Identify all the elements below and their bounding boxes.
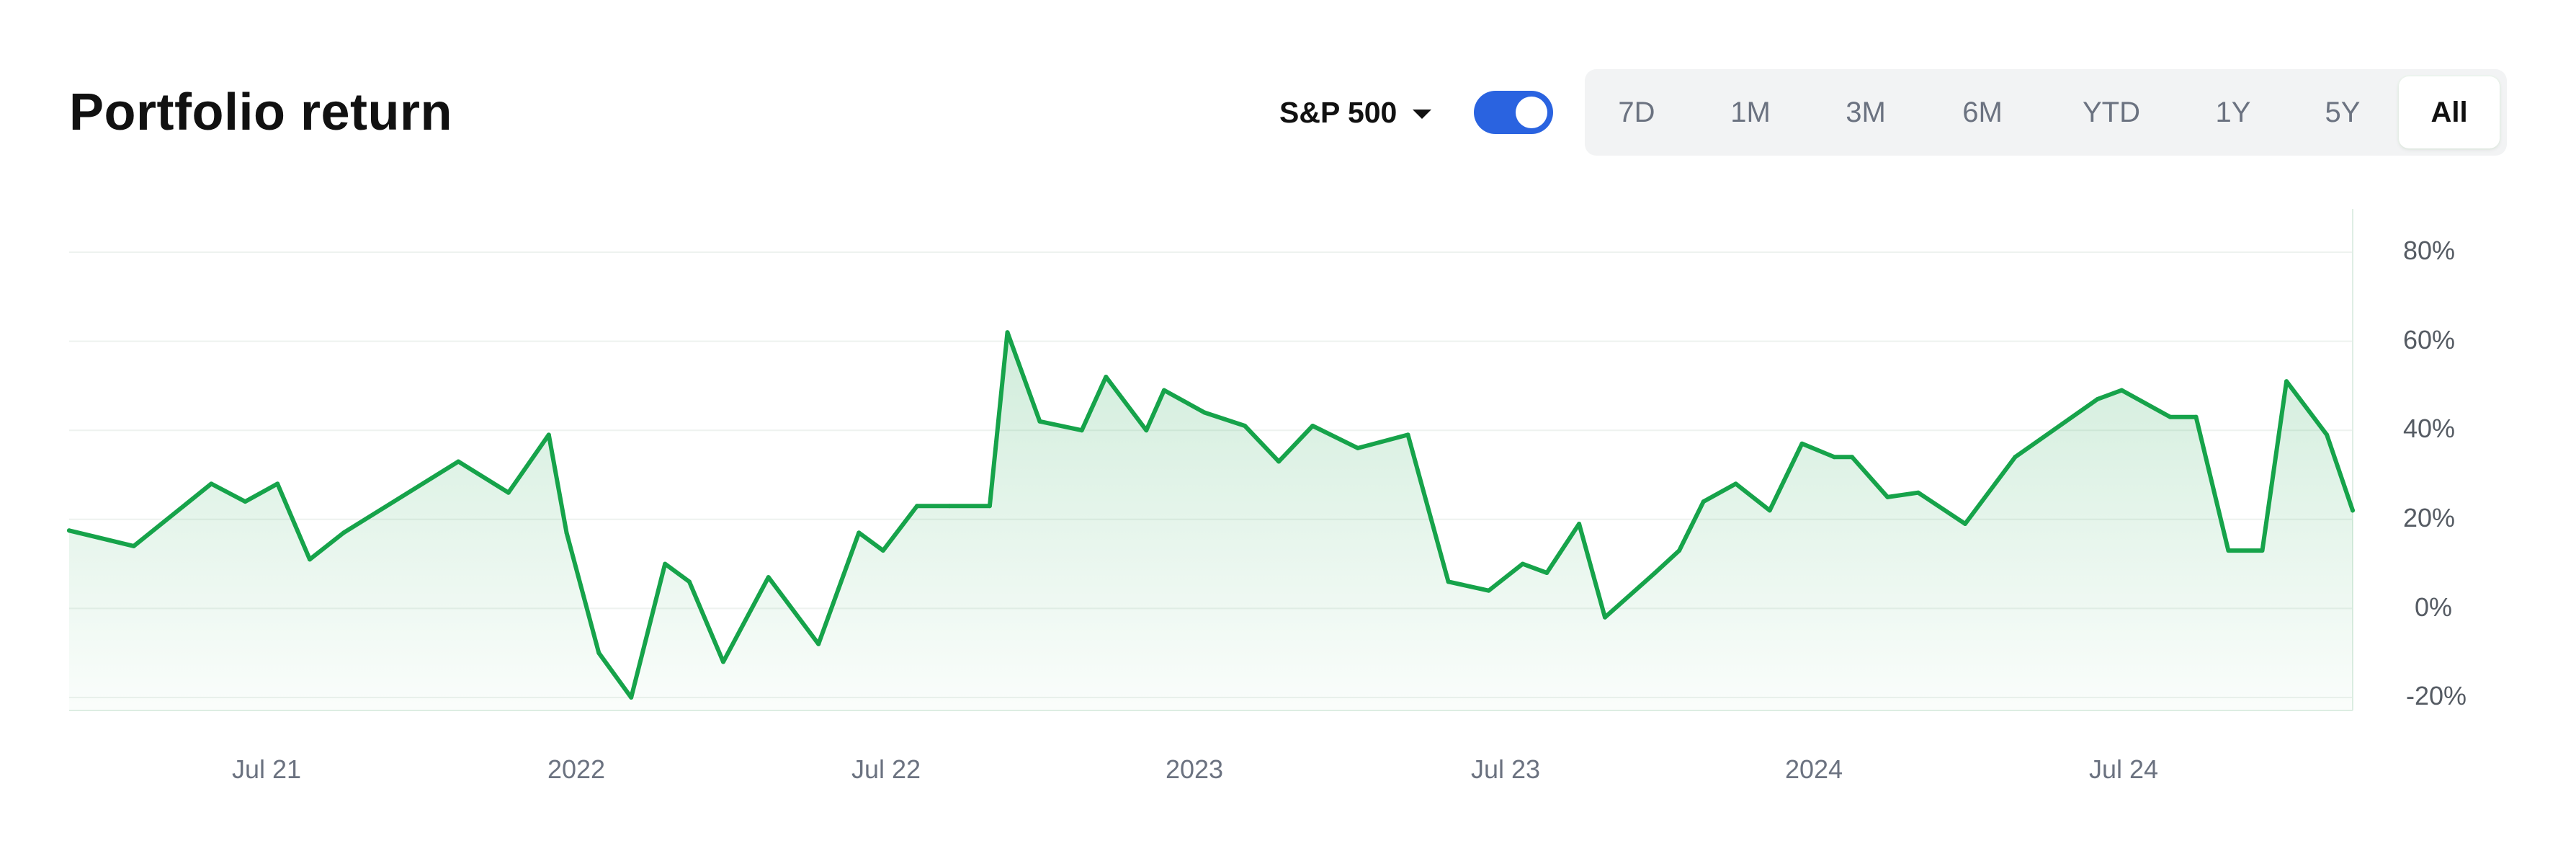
benchmark-toggle[interactable]: [1474, 91, 1553, 134]
data-point: [1733, 481, 1738, 486]
data-point: [2260, 548, 2265, 553]
data-point: [546, 432, 551, 437]
data-point: [275, 481, 280, 486]
data-point: [720, 659, 725, 664]
y-tick-label: 60%: [2403, 325, 2456, 355]
caret-down-icon: [1413, 109, 1432, 119]
data-point: [914, 504, 919, 509]
data-point: [506, 490, 511, 495]
data-point: [663, 561, 668, 566]
data-point: [1850, 455, 1855, 460]
data-point: [243, 499, 248, 504]
data-point: [1243, 424, 1248, 429]
data-point: [947, 504, 952, 509]
x-tick-label: 2023: [1165, 754, 1224, 784]
data-point: [67, 528, 71, 533]
data-point: [2325, 432, 2330, 437]
data-point: [1079, 428, 1084, 433]
data-point: [1486, 588, 1491, 593]
data-point: [1144, 428, 1149, 433]
data-point: [1653, 570, 1658, 575]
data-point: [1544, 570, 1549, 575]
data-point: [880, 548, 885, 553]
data-point: [1915, 490, 1920, 495]
range-5y[interactable]: 5Y: [2325, 97, 2361, 128]
data-point: [1701, 499, 1706, 504]
page-title: Portfolio return: [69, 84, 452, 141]
data-point: [1603, 615, 1608, 620]
data-point: [1202, 410, 1207, 415]
data-point: [1520, 561, 1525, 566]
data-point: [2351, 508, 2355, 513]
data-point: [308, 557, 313, 562]
data-point: [2119, 388, 2124, 393]
data-point: [1104, 375, 1109, 380]
y-tick-label: 0%: [2415, 592, 2453, 622]
data-point: [2095, 396, 2100, 401]
data-point: [1276, 459, 1282, 464]
time-range-selector: 7D 1M 3M 6M YTD 1Y 5Y All: [1585, 69, 2507, 156]
y-tick-label: 80%: [2403, 236, 2456, 265]
y-tick-label: 20%: [2403, 503, 2456, 532]
data-point: [2284, 379, 2289, 384]
data-point: [2013, 455, 2018, 460]
range-1m[interactable]: 1M: [1730, 97, 1771, 128]
data-point: [987, 504, 992, 509]
data-point: [1005, 330, 1010, 335]
return-line: [67, 330, 2355, 700]
data-point: [857, 530, 862, 535]
x-tick-label: Jul 24: [2088, 754, 2159, 784]
data-point: [1577, 521, 1582, 526]
data-points: [67, 330, 2355, 700]
data-point: [596, 651, 601, 656]
x-tick-label: 2024: [1784, 754, 1843, 784]
x-tick-label: Jul 23: [1470, 754, 1541, 784]
y-tick-label: -20%: [2406, 681, 2467, 710]
data-point: [629, 695, 634, 700]
range-1y[interactable]: 1Y: [2215, 97, 2251, 128]
data-point: [2226, 548, 2231, 553]
range-ytd[interactable]: YTD: [2083, 97, 2140, 128]
return-area: [69, 332, 2353, 710]
data-point: [1161, 388, 1166, 393]
data-point: [456, 459, 461, 464]
data-point: [341, 530, 346, 535]
x-tick-label: Jul 22: [851, 754, 921, 784]
x-tick-label: Jul 21: [231, 754, 302, 784]
x-tick-label: 2022: [547, 754, 606, 784]
data-point: [1405, 432, 1410, 437]
data-point: [1885, 494, 1890, 499]
data-point: [1677, 548, 1682, 553]
range-6m[interactable]: 6M: [1962, 97, 2003, 128]
data-point: [1767, 508, 1772, 513]
benchmark-dropdown[interactable]: S&P 500: [1279, 89, 1432, 135]
range-7d[interactable]: 7D: [1618, 97, 1655, 128]
range-3m[interactable]: 3M: [1846, 97, 1886, 128]
data-point: [2193, 414, 2199, 419]
data-point: [2168, 414, 2173, 419]
data-point: [766, 575, 771, 580]
data-point: [1356, 445, 1361, 450]
data-point: [816, 641, 821, 646]
data-point: [1832, 455, 1837, 460]
data-point: [1799, 441, 1804, 446]
y-tick-label: 40%: [2403, 414, 2456, 443]
data-point: [564, 530, 569, 535]
data-point: [687, 579, 692, 584]
data-point: [1037, 419, 1042, 424]
benchmark-label: S&P 500: [1279, 95, 1397, 129]
data-point: [1962, 521, 1967, 526]
data-point: [131, 543, 136, 548]
data-point: [1446, 579, 1451, 584]
range-all[interactable]: All: [2399, 76, 2500, 148]
data-point: [209, 481, 214, 486]
data-point: [1310, 424, 1315, 429]
toggle-knob: [1516, 97, 1547, 128]
